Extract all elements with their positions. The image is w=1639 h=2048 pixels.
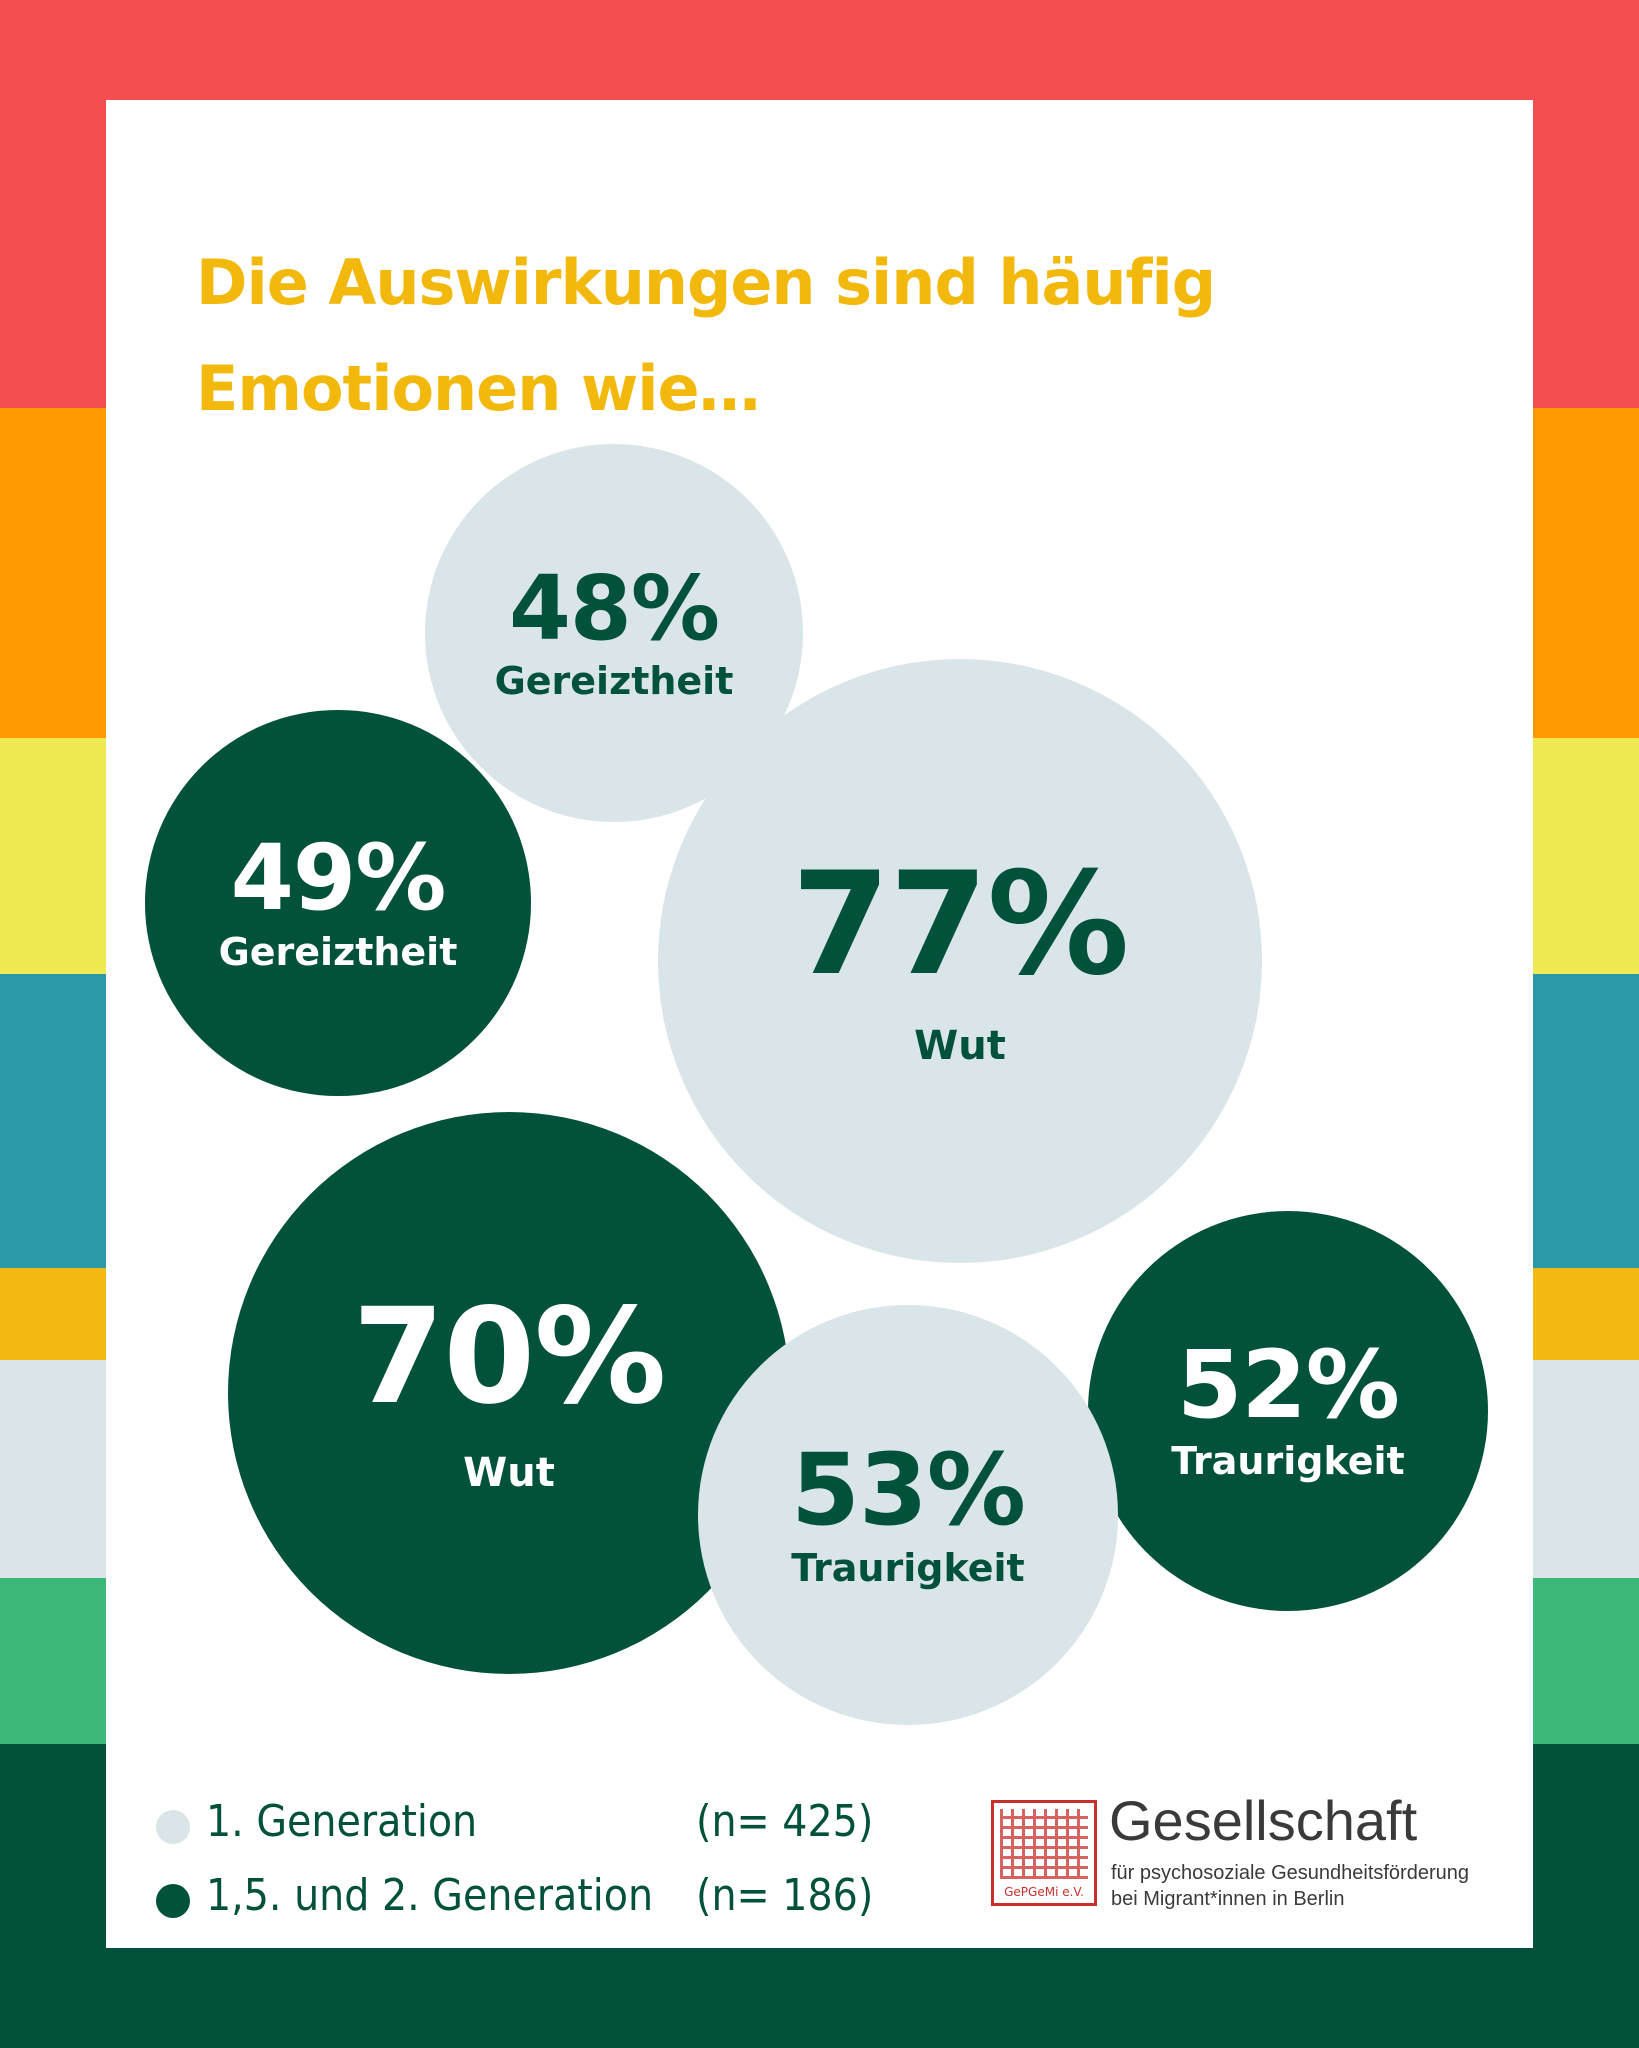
bubble-label: Gereiztheit <box>218 929 458 974</box>
bubble-label: Traurigkeit <box>1171 1439 1405 1484</box>
logo-subtitle-line2: bei Migrant*innen in Berlin <box>1111 1888 1345 1910</box>
logo-subtitle-line1: für psychosoziale Gesundheitsförderung <box>1111 1862 1469 1884</box>
bubble-value: 52% <box>1176 1331 1400 1441</box>
legend-dot-light <box>156 1810 190 1844</box>
bubble-wut-later-generation: 70% Wut <box>227 1111 791 1675</box>
bubble-traurigkeit-first-generation: 53% Traurigkeit <box>698 1305 1118 1725</box>
bubble-gereiztheit-later-generation: 49% Gereiztheit <box>145 710 531 1096</box>
bubble-value: 77% <box>791 841 1130 1007</box>
logo-name: Gesellschaft <box>1109 1789 1418 1852</box>
legend-dot-dark <box>156 1884 190 1918</box>
legend-label: 1. Generation <box>206 1796 478 1847</box>
seal-text: GePGeMi e.V. <box>1004 1885 1084 1899</box>
bubble-value: 48% <box>508 555 720 660</box>
bubble-traurigkeit-later-generation: 52% Traurigkeit <box>1087 1210 1489 1612</box>
organization-logo: GePGeMi e.V. Gesellschaft für psychosozi… <box>991 1789 1491 1930</box>
bubble-value: 49% <box>230 825 447 931</box>
seal-icon: GePGeMi e.V. <box>991 1800 1097 1906</box>
chart-title: Die Auswirkungen sind häufig Emotionen w… <box>196 246 1216 425</box>
bubble-label: Wut <box>914 1022 1006 1069</box>
bubble-value: 70% <box>352 1279 667 1434</box>
bubble-value: 53% <box>791 1432 1026 1548</box>
bubble-label: Traurigkeit <box>791 1545 1025 1590</box>
infographic-card: Die Auswirkungen sind häufig Emotionen w… <box>106 100 1533 1948</box>
bubble-label: Wut <box>463 1449 555 1496</box>
bubble-label: Gereiztheit <box>494 658 734 703</box>
legend-label: 1,5. und 2. Generation <box>206 1870 654 1921</box>
legend-sample-size: (n= 425) <box>696 1796 874 1847</box>
bubble-wut-first-generation: 77% Wut <box>657 658 1263 1264</box>
legend-sample-size: (n= 186) <box>696 1870 874 1921</box>
